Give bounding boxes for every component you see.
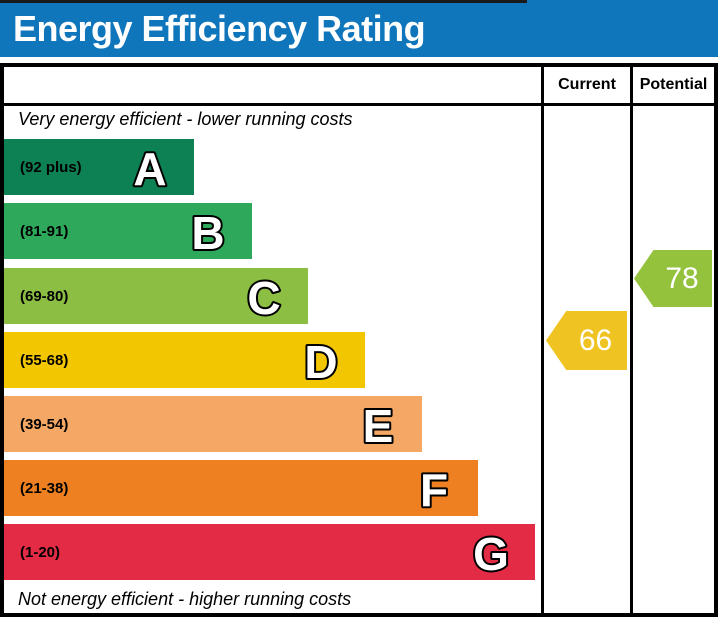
bottom-note: Not energy efficient - higher running co… [18,589,352,609]
band-g-letter: G [471,526,511,580]
band-e-letter: E [361,398,396,452]
band-c-range: (69-80) [20,287,69,305]
band-f-bar: (21-38) F [4,460,478,516]
potential-rating-arrow: 78 [634,250,712,307]
band-g-range: (1-20) [20,543,61,561]
band-a-bar: (92 plus) A [4,139,194,195]
top-note: Very energy efficient - lower running co… [18,109,353,129]
svg-text:F: F [420,464,448,516]
column-divider-potential [630,67,633,613]
band-b-range: (81-91) [20,222,69,240]
band-c-letter: C [245,270,282,324]
current-rating-arrow: 66 [546,311,627,370]
header-row-divider [4,103,714,106]
svg-text:G: G [473,528,509,580]
band-d-letter: D [302,334,339,388]
title-bar: Energy Efficiency Rating [0,0,718,57]
band-b-letter: B [189,205,226,259]
current-rating-value: 66 [578,323,613,357]
band-a-letter: A [131,141,168,195]
band-a-range: (92 plus) [20,158,82,176]
band-d-bar: (55-68) D [4,332,365,388]
band-e-bar: (39-54) E [4,396,422,452]
band-f-letter: F [418,462,450,516]
column-divider-current [541,67,544,613]
svg-text:E: E [363,400,394,452]
band-e-range: (39-54) [20,415,69,433]
page-title: Energy Efficiency Rating [13,7,426,49]
band-d-range: (55-68) [20,351,69,369]
band-b-bar: (81-91) B [4,203,252,259]
band-g-bar: (1-20) G [4,524,535,580]
potential-rating-value: 78 [665,261,699,295]
band-f-range: (21-38) [20,479,69,497]
rating-table: Current Potential Very energy efficient … [0,63,718,617]
scan-artifact-line [0,0,527,3]
svg-text:B: B [191,207,224,259]
potential-column-header: Potential [639,76,708,93]
svg-text:C: C [247,272,280,324]
svg-text:D: D [304,336,337,388]
svg-text:A: A [133,143,166,195]
band-c-bar: (69-80) C [4,268,308,324]
current-column-header: Current [558,76,616,93]
